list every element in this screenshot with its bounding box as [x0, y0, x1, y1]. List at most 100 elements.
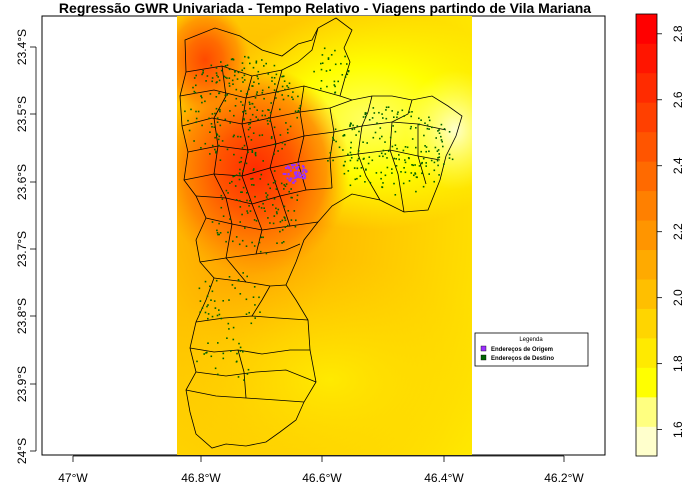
- destination-point: [448, 157, 451, 159]
- destination-point: [227, 192, 229, 194]
- destination-point: [380, 152, 383, 155]
- destination-point: [262, 236, 264, 239]
- destination-point: [290, 196, 292, 199]
- destination-point: [431, 126, 433, 129]
- destination-point: [210, 355, 213, 358]
- destination-point: [243, 119, 245, 121]
- destination-point: [229, 182, 231, 184]
- destination-point: [215, 72, 218, 74]
- destination-point: [193, 90, 196, 93]
- destination-point: [290, 219, 293, 221]
- destination-point: [420, 150, 422, 153]
- destination-point: [228, 299, 230, 301]
- destination-point: [298, 107, 301, 110]
- destination-point: [376, 122, 378, 124]
- destination-point: [371, 159, 374, 162]
- destination-point: [246, 212, 249, 214]
- destination-point: [266, 119, 269, 122]
- destination-point: [284, 185, 287, 187]
- destination-point: [358, 130, 360, 133]
- y-axis: 23.4°S 23.5°S 23.6°S 23.7°S 23.8°S 23.9°S 24°S: [15, 29, 37, 464]
- destination-point: [201, 307, 204, 309]
- destination-point: [273, 153, 275, 155]
- origin-point: [294, 180, 297, 183]
- destination-point: [245, 245, 248, 247]
- destination-point: [277, 150, 279, 152]
- destination-point: [269, 120, 271, 122]
- destination-point: [287, 132, 289, 134]
- destination-point: [261, 114, 264, 117]
- destination-point: [241, 104, 244, 106]
- destination-point: [224, 118, 227, 121]
- destination-point: [283, 184, 285, 186]
- destination-point: [216, 117, 219, 119]
- destination-point: [195, 74, 197, 77]
- destination-point: [353, 128, 356, 130]
- destination-point: [261, 89, 264, 92]
- destination-point: [408, 180, 411, 182]
- colorbar-frame: [635, 13, 658, 457]
- destination-point: [248, 311, 250, 314]
- destination-point: [231, 180, 233, 183]
- destination-point: [241, 239, 244, 242]
- destination-point: [438, 132, 441, 134]
- destination-point: [257, 77, 259, 80]
- destination-point: [280, 182, 283, 185]
- destination-point: [279, 221, 282, 223]
- destination-point: [259, 311, 261, 313]
- destination-point: [228, 82, 231, 85]
- destination-point: [410, 115, 412, 118]
- destination-point: [257, 118, 259, 121]
- colorbar-segment: [636, 426, 657, 457]
- destination-point: [261, 92, 264, 94]
- destination-point: [252, 132, 255, 134]
- destination-point: [243, 67, 246, 70]
- destination-point: [254, 151, 257, 154]
- destination-point: [236, 78, 239, 80]
- destination-point: [216, 74, 218, 77]
- colorbar-segment: [636, 249, 657, 280]
- destination-point: [197, 110, 200, 113]
- destination-point: [347, 170, 350, 172]
- destination-point: [422, 157, 425, 160]
- origin-point: [302, 168, 305, 171]
- destination-point: [335, 140, 337, 143]
- destination-point: [392, 125, 394, 127]
- destination-point: [360, 167, 363, 169]
- destination-point: [393, 116, 395, 118]
- destination-point: [362, 158, 365, 160]
- destination-point: [430, 159, 433, 162]
- destination-point: [398, 154, 400, 156]
- destination-point: [313, 70, 315, 73]
- destination-point: [238, 178, 241, 181]
- destination-point: [249, 107, 251, 110]
- destination-point: [410, 172, 413, 174]
- destination-point: [437, 164, 439, 167]
- destination-point: [385, 109, 387, 111]
- destination-point: [374, 131, 377, 134]
- destination-point: [382, 149, 385, 152]
- destination-point: [364, 115, 367, 118]
- colorbar-segment: [636, 279, 657, 309]
- origin-point: [282, 172, 285, 175]
- destination-point: [215, 67, 218, 69]
- destination-point: [224, 65, 227, 67]
- destination-point: [239, 350, 242, 352]
- destination-point: [275, 188, 278, 190]
- destination-point: [216, 232, 219, 234]
- destination-point: [294, 225, 297, 228]
- destination-point: [221, 198, 224, 200]
- origin-point: [298, 176, 301, 179]
- destination-point: [394, 144, 397, 146]
- origin-point: [287, 166, 290, 169]
- destination-point: [369, 181, 372, 184]
- destination-points: [184, 47, 454, 381]
- destination-point: [282, 241, 285, 243]
- destination-point: [428, 173, 430, 175]
- origin-point: [290, 177, 293, 180]
- destination-point: [421, 172, 423, 175]
- destination-point: [232, 338, 235, 341]
- destination-point: [297, 111, 299, 113]
- destination-point: [255, 60, 258, 63]
- destination-point: [240, 191, 242, 193]
